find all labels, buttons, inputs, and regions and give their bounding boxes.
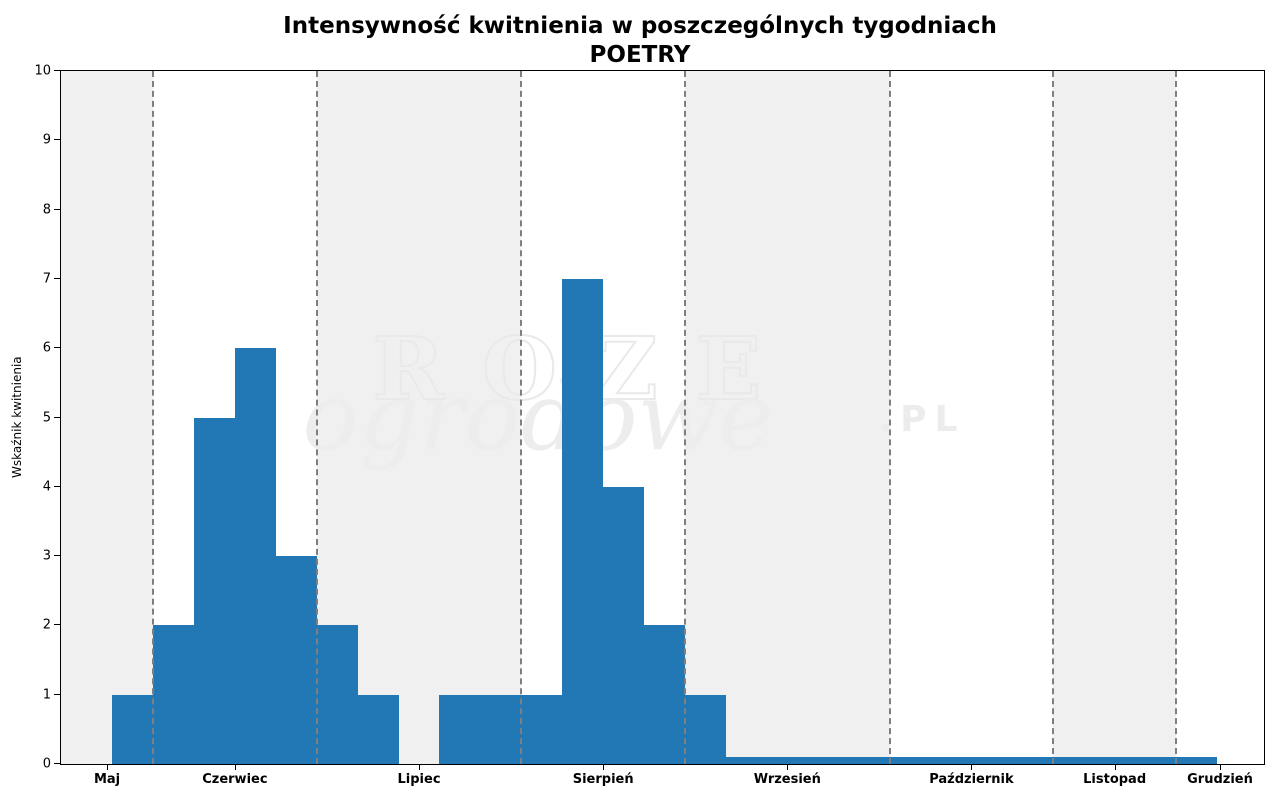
y-tick-label: 0: [42, 756, 51, 772]
bar-7: [439, 694, 563, 764]
y-tick: [54, 347, 60, 349]
bar-8: [562, 278, 604, 764]
month-divider-1: [315, 71, 318, 764]
y-tick-label: 10: [34, 63, 51, 79]
y-tick: [54, 208, 60, 210]
x-tick: [234, 765, 236, 770]
y-tick-label: 6: [42, 340, 51, 356]
month-divider-2: [520, 71, 523, 764]
x-tick-label-month: Sierpień: [572, 772, 634, 787]
x-tick-label-month: Październik: [929, 772, 1014, 787]
x-tick-label-month: Wrzesień: [753, 772, 821, 787]
plot-area: ROZE ogrodowe .PL MajCzerwiecLipiecSierp…: [34, 65, 1265, 787]
bar-2: [193, 417, 235, 764]
y-tick-label: 8: [42, 202, 51, 218]
chart-subtitle-variety: POETRY: [589, 42, 691, 68]
bar-5: [316, 625, 358, 764]
month-band-7: [1176, 71, 1264, 764]
y-tick-label: 9: [42, 132, 51, 148]
y-tick: [54, 624, 60, 626]
bar-0: [112, 694, 154, 764]
x-tick-label-month: Czerwiec: [202, 772, 268, 787]
bar-4: [275, 556, 317, 764]
month-band-5: [890, 71, 1054, 764]
bar-11: [685, 694, 726, 764]
x-tick: [107, 765, 109, 770]
x-tick-label-month: Lipiec: [397, 772, 441, 787]
month-band-4: [685, 71, 890, 764]
y-tick-label: 4: [42, 479, 51, 495]
y-tick: [54, 693, 60, 695]
y-tick-label: 2: [42, 617, 51, 633]
bar-10: [644, 625, 685, 764]
x-tick-label-month: Maj: [93, 772, 121, 787]
month-band-0: [61, 71, 154, 764]
x-tick-label-month: Grudzień: [1187, 772, 1253, 787]
y-tick: [54, 555, 60, 557]
bar-6: [357, 694, 399, 764]
month-divider-5: [1052, 71, 1055, 764]
bar-3: [234, 348, 276, 764]
x-tick: [603, 765, 605, 770]
y-tick-label: 1: [42, 687, 51, 703]
month-divider-3: [684, 71, 686, 764]
chart-title: Intensywność kwitnienia w poszczególnych…: [283, 13, 997, 39]
x-tick: [419, 765, 421, 770]
month-divider-0: [152, 71, 155, 764]
bar-1: [153, 625, 194, 764]
month-divider-6: [1175, 71, 1178, 764]
bar-9: [603, 486, 645, 764]
y-tick: [54, 277, 60, 279]
x-tick-label-month: Listopad: [1083, 772, 1147, 787]
y-axis-label: Wskaźnik kwitnienia: [10, 356, 24, 479]
y-tick-label: 7: [42, 271, 51, 287]
y-tick: [54, 139, 60, 141]
x-tick: [1114, 765, 1116, 770]
y-tick: [54, 763, 60, 764]
x-tick: [787, 765, 789, 770]
bar-12: [725, 757, 1217, 764]
y-tick-label: 5: [42, 410, 51, 425]
y-tick: [54, 70, 60, 71]
y-tick: [54, 416, 60, 418]
month-divider-4: [888, 71, 891, 764]
x-tick: [1220, 765, 1221, 770]
y-tick-label: 3: [42, 548, 51, 564]
month-band-6: [1053, 71, 1177, 764]
x-tick: [971, 765, 973, 770]
y-tick: [54, 485, 60, 487]
